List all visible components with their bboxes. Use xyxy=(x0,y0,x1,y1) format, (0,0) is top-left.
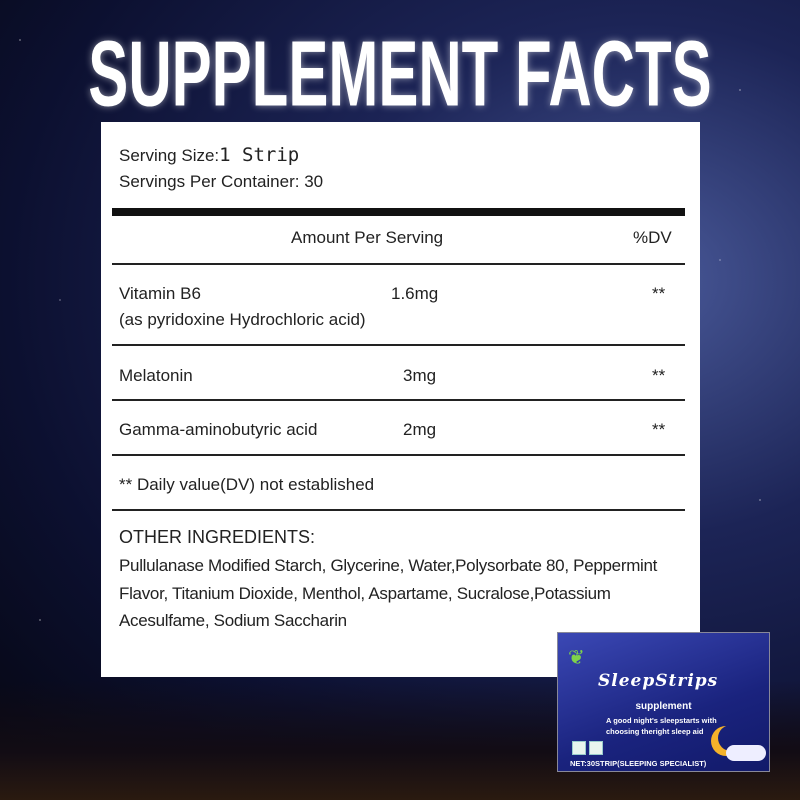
footnote: ** Daily value(DV) not established xyxy=(119,475,375,494)
serving-size-value: 1 Strip xyxy=(219,144,300,166)
divider xyxy=(112,208,685,216)
page-title: SUPPLEMENT FACTS xyxy=(88,21,712,126)
leaf-logo-icon: ❦ xyxy=(568,647,585,669)
row-dv: ** xyxy=(652,284,666,303)
row-name: Gamma-aminobutyric acid xyxy=(119,420,318,439)
cloud-icon xyxy=(726,745,766,761)
divider xyxy=(112,263,685,265)
dv-header: %DV xyxy=(633,228,672,247)
serving-size: Serving Size:1 Strip xyxy=(119,144,299,166)
divider xyxy=(112,399,685,401)
row-amount: 1.6mg xyxy=(391,284,439,303)
row-dv: ** xyxy=(652,420,666,439)
amount-header: Amount Per Serving xyxy=(291,228,444,247)
serving-size-label: Serving Size: xyxy=(119,146,220,165)
servings-per-container: Servings Per Container: 30 xyxy=(119,172,324,191)
row-amount: 3mg xyxy=(403,366,437,385)
row-name: Vitamin B6 xyxy=(119,284,201,303)
ingredients-line: Flavor, Titanium Dioxide, Menthol, Aspar… xyxy=(119,584,611,603)
product-brand: SleepStrips xyxy=(598,671,719,691)
divider xyxy=(112,509,685,511)
badge-icon xyxy=(572,741,586,755)
tagline-line: choosing theright sleep aid xyxy=(606,727,704,736)
row-amount: 2mg xyxy=(403,420,437,439)
other-ingredients-heading: OTHER INGREDIENTS: xyxy=(119,527,316,547)
row-name: Melatonin xyxy=(119,366,193,385)
row-dv: ** xyxy=(652,366,666,385)
product-box-image: ❦ SleepStrips supplement A good night's … xyxy=(557,632,770,772)
divider xyxy=(112,344,685,346)
product-net: NET:30STRIP(SLEEPING SPECIALIST) xyxy=(570,759,707,768)
ingredients-line: Acesulfame, Sodium Saccharin xyxy=(119,611,347,630)
supplement-facts-panel: Serving Size:1 Strip Servings Per Contai… xyxy=(101,122,700,677)
divider xyxy=(112,454,685,456)
ingredients-line: Pullulanase Modified Starch, Glycerine, … xyxy=(119,556,658,575)
product-subtitle: supplement xyxy=(635,701,692,712)
badge-icon xyxy=(589,741,603,755)
tagline-line: A good night's sleepstarts with xyxy=(606,716,717,725)
product-tagline: A good night's sleepstarts with choosing … xyxy=(606,715,717,737)
row-note: (as pyridoxine Hydrochloric acid) xyxy=(119,310,366,329)
